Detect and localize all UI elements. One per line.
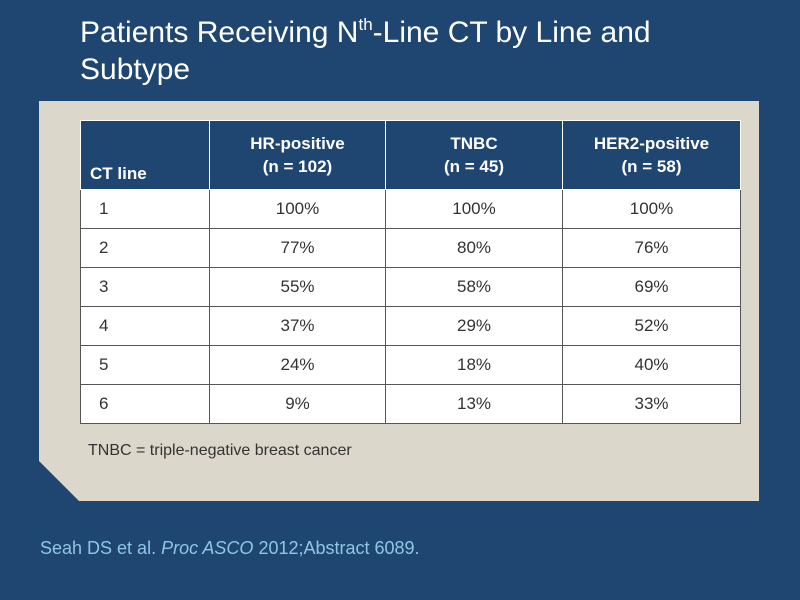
hr-positive-cell: 9% <box>209 384 386 424</box>
tnbc-cell: 18% <box>385 345 563 385</box>
tnbc-cell: 13% <box>385 384 563 424</box>
her2-positive-cell: 69% <box>562 267 741 307</box>
hr-positive-cell: 37% <box>209 306 386 346</box>
header-hr-positive-label: HR-positive <box>250 134 345 153</box>
results-table: CT line HR-positive (n = 102) TNBC (n = … <box>80 120 741 424</box>
her2-positive-cell: 33% <box>562 384 741 424</box>
header-tnbc: TNBC (n = 45) <box>385 120 563 190</box>
citation: Seah DS et al. Proc ASCO 2012;Abstract 6… <box>40 538 420 559</box>
title-text-part1: Patients Receiving N <box>80 16 359 49</box>
title-superscript: th <box>358 15 373 34</box>
tnbc-cell: 100% <box>385 189 563 229</box>
header-her2-positive-n: (n = 58) <box>621 157 682 176</box>
row-line-cell: 5 <box>80 345 210 385</box>
table-row: 3 55% 58% 69% <box>80 267 741 307</box>
her2-positive-cell: 40% <box>562 345 741 385</box>
row-line-cell: 2 <box>80 228 210 268</box>
header-ct-line: CT line <box>80 120 210 190</box>
tnbc-cell: 58% <box>385 267 563 307</box>
row-line-cell: 6 <box>80 384 210 424</box>
row-line-cell: 4 <box>80 306 210 346</box>
citation-authors: Seah DS et al. <box>40 538 162 558</box>
table-row: 1 100% 100% 100% <box>80 189 741 229</box>
table-row: 6 9% 13% 33% <box>80 384 741 424</box>
header-her2-positive: HER2-positive (n = 58) <box>562 120 741 190</box>
title-text-part2: -Line CT by Line and <box>372 16 651 49</box>
her2-positive-cell: 100% <box>562 189 741 229</box>
citation-journal: Proc ASCO <box>161 538 254 558</box>
row-line-cell: 1 <box>80 189 210 229</box>
header-hr-positive-n: (n = 102) <box>262 157 333 176</box>
hr-positive-cell: 55% <box>209 267 386 307</box>
header-tnbc-n: (n = 45) <box>444 157 504 176</box>
tnbc-cell: 80% <box>385 228 563 268</box>
row-line-cell: 3 <box>80 267 210 307</box>
citation-details: 2012;Abstract 6089. <box>253 538 420 558</box>
hr-positive-cell: 100% <box>209 189 386 229</box>
header-her2-positive-label: HER2-positive <box>593 134 710 153</box>
header-hr-positive: HR-positive (n = 102) <box>209 120 386 190</box>
table-row: 2 77% 80% 76% <box>80 228 741 268</box>
footnote: TNBC = triple-negative breast cancer <box>88 442 352 459</box>
hr-positive-cell: 77% <box>209 228 386 268</box>
table-row: 4 37% 29% 52% <box>80 306 741 346</box>
her2-positive-cell: 76% <box>562 228 741 268</box>
table-header-row: CT line HR-positive (n = 102) TNBC (n = … <box>80 120 741 190</box>
tnbc-cell: 29% <box>385 306 563 346</box>
her2-positive-cell: 52% <box>562 306 741 346</box>
table-row: 5 24% 18% 40% <box>80 345 741 385</box>
slide-title: Patients Receiving Nth-Line CT by Line a… <box>80 14 760 88</box>
hr-positive-cell: 24% <box>209 345 386 385</box>
title-text-line2: Subtype <box>80 53 191 86</box>
header-tnbc-label: TNBC <box>450 134 498 153</box>
